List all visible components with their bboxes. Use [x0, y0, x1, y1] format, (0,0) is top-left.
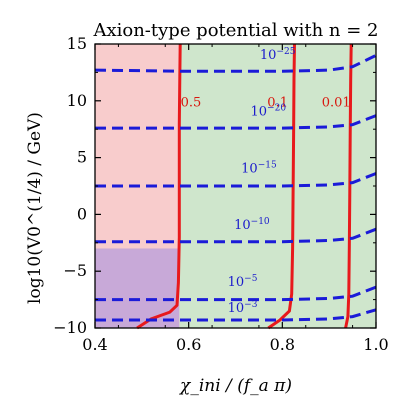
- blue-contour-label-4: 10−5: [228, 274, 258, 290]
- blue-contour-1: [95, 114, 377, 130]
- chart-title: Axion-type potential with n = 2: [92, 20, 378, 41]
- x-axis-label: χ_ini / (f_a π): [179, 376, 292, 396]
- red-contour-0: [136, 43, 182, 330]
- x-tick-label-3: 1.0: [363, 335, 388, 354]
- red-contour-layer: [136, 43, 353, 330]
- purple-region: [95, 248, 180, 328]
- y-axis-label: log10(V0^(1/4) / GeV): [25, 112, 45, 304]
- blue-contour-label-1: 10−20: [251, 104, 287, 120]
- blue-contour-4: [95, 285, 377, 302]
- green-region: [179, 44, 376, 328]
- blue-contour-0: [94, 54, 377, 73]
- red-contour-label-1: 0.1: [267, 95, 288, 110]
- blue-contour-label-3: 10−10: [234, 217, 270, 233]
- red-contour-label-0: 0.5: [181, 95, 202, 110]
- blue-contour-2: [95, 172, 377, 188]
- blue-contour-label-0: 10−25: [260, 47, 296, 63]
- blue-contour-3: [95, 227, 377, 244]
- x-tick-label-0: 0.4: [82, 335, 107, 354]
- y-tick-label-0: −10: [53, 318, 87, 337]
- ticks-layer: 0.4 0.6 0.8 1.0 −10 −5 0 5 10 15: [53, 34, 388, 354]
- y-tick-label-2: 0: [77, 204, 87, 223]
- red-contour-1: [267, 43, 296, 330]
- y-tick-label-5: 15: [67, 34, 87, 53]
- blue-contour-label-5: 10−3: [228, 300, 258, 316]
- regions-layer: [95, 44, 376, 328]
- red-contour-2: [344, 43, 353, 329]
- y-tick-label-1: −5: [63, 261, 87, 280]
- blue-contour-layer: [94, 54, 377, 322]
- x-tick-label-2: 0.8: [270, 335, 295, 354]
- blue-contour-5: [95, 308, 377, 322]
- contour-labels-layer: 0.5 0.1 0.01 10−25 10−20 10−15 10−10 10−5 10−3: [181, 47, 351, 316]
- blue-contour-label-2: 10−15: [241, 160, 277, 176]
- x-tick-label-1: 0.6: [176, 335, 201, 354]
- y-tick-label-3: 5: [77, 148, 87, 167]
- red-contour-label-2: 0.01: [322, 95, 351, 110]
- y-tick-label-4: 10: [67, 91, 87, 110]
